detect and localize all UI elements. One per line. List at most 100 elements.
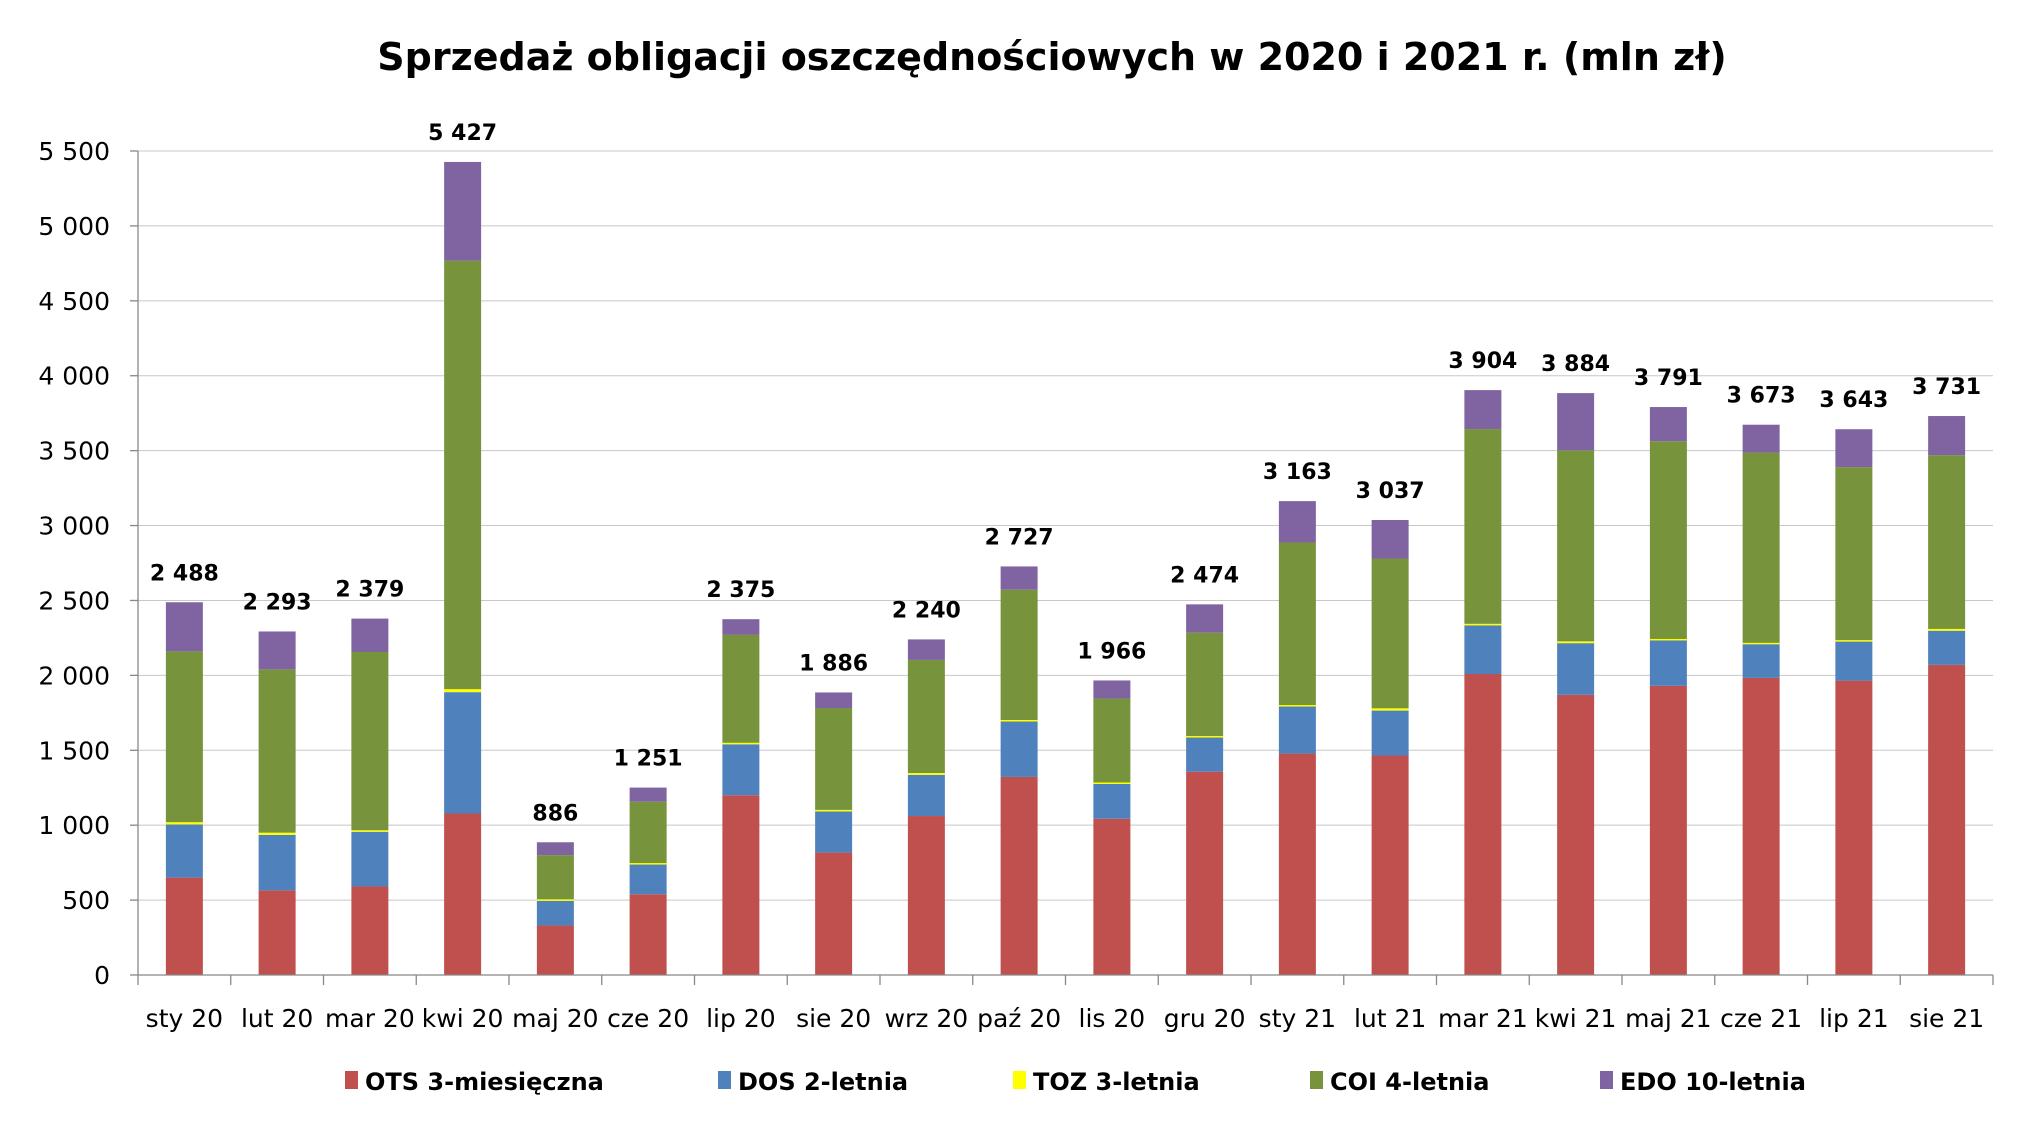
bar-segment-coi	[351, 651, 389, 831]
bar-segment-coi	[629, 801, 667, 864]
bar-segment-edo	[1000, 566, 1038, 590]
total-label: 1 251	[614, 747, 683, 772]
legend-entry: TOZ 3-letnia	[1033, 1068, 1200, 1096]
legend-entry: OTS 3-miesięczna	[365, 1068, 604, 1096]
bar-segment-dos	[1649, 639, 1687, 686]
legend-entry: EDO 10-letnia	[1620, 1068, 1806, 1096]
x-tick-label: maj 21	[1625, 1004, 1711, 1033]
bar-segment-dos	[629, 864, 667, 895]
x-tick-label: sty 20	[146, 1004, 223, 1033]
bar-segment-toz	[1093, 782, 1131, 784]
bar-segment-toz	[165, 822, 203, 825]
bar-segment-ots	[258, 890, 296, 975]
bar-segment-edo	[1557, 393, 1595, 451]
bar-segment-toz	[1464, 623, 1502, 626]
bar-segment-toz	[629, 863, 667, 865]
y-tick-label: 500	[62, 886, 110, 915]
bar-segment-coi	[1278, 542, 1316, 706]
bar-segment-edo	[1371, 520, 1409, 559]
total-label: 3 731	[1912, 375, 1981, 400]
bar-segment-dos	[907, 774, 945, 817]
legend-swatch	[1600, 1071, 1613, 1089]
bar-segment-toz	[1278, 705, 1316, 707]
total-label: 2 375	[706, 578, 775, 603]
bar-segment-toz	[907, 773, 945, 775]
total-label: 1 886	[799, 651, 868, 676]
x-tick-label: paź 20	[977, 1004, 1061, 1033]
bar-segment-coi	[907, 659, 945, 774]
bar-segment-edo	[1278, 501, 1316, 543]
bar-segment-dos	[1371, 710, 1409, 756]
bar-segment-coi	[722, 634, 760, 743]
bar-segment-ots	[1278, 753, 1316, 975]
bar-segment-dos	[1000, 721, 1038, 777]
y-tick-label: 2 000	[38, 661, 110, 690]
total-label: 3 884	[1541, 352, 1610, 377]
x-tick-label: cze 21	[1720, 1004, 1802, 1033]
data-labels: 2 488 2 293 2 379 5 427 886 1 251 2 375 1 886 2 …	[150, 121, 1981, 826]
total-label: 1 966	[1077, 639, 1146, 664]
bars	[165, 161, 1966, 975]
y-tick-label: 1 500	[38, 736, 110, 765]
total-label: 2 240	[892, 598, 961, 623]
total-label: 3 643	[1819, 388, 1888, 413]
y-tick-label: 5 500	[38, 137, 110, 166]
bar-segment-ots	[1557, 694, 1595, 975]
total-label: 886	[532, 801, 578, 826]
bar-segment-coi	[536, 855, 574, 900]
bar-segment-toz	[1186, 736, 1224, 738]
bar-segment-edo	[1093, 680, 1131, 699]
bar-segment-ots	[629, 894, 667, 975]
bar-segment-dos	[1464, 625, 1502, 675]
x-tick-label: wrz 20	[885, 1004, 969, 1033]
bar-segment-coi	[1093, 698, 1131, 783]
legend: OTS 3-miesięczna DOS 2-letnia TOZ 3-letnia…	[345, 1068, 1806, 1096]
legend-swatch	[1013, 1071, 1026, 1089]
bar-segment-edo	[1649, 407, 1687, 442]
bar-segment-coi	[1186, 632, 1224, 737]
y-tick-label: 3 000	[38, 512, 110, 541]
bar-segment-toz	[1742, 642, 1780, 645]
bar-segment-edo	[351, 618, 389, 652]
bar-segment-coi	[1835, 467, 1873, 641]
total-label: 5 427	[428, 121, 497, 146]
bar-segment-ots	[1186, 771, 1224, 975]
bar-segment-coi	[1928, 455, 1966, 629]
legend-swatch	[718, 1071, 731, 1089]
bar-segment-coi	[258, 669, 296, 833]
x-tick-label: lis 20	[1079, 1004, 1146, 1033]
bar-segment-edo	[444, 161, 482, 261]
x-tick-label: sty 21	[1259, 1004, 1336, 1033]
total-label: 2 488	[150, 561, 219, 586]
total-label: 3 163	[1263, 460, 1332, 485]
bar-segment-toz	[1000, 720, 1038, 722]
legend-entry: COI 4-letnia	[1330, 1068, 1489, 1096]
bar-segment-ots	[1371, 755, 1409, 975]
y-tick-label: 1 000	[38, 811, 110, 840]
total-label: 2 474	[1170, 563, 1239, 588]
bar-segment-toz	[536, 899, 574, 901]
bar-segment-dos	[536, 900, 574, 926]
bar-segment-dos	[1186, 737, 1224, 772]
y-tick-label: 5 000	[38, 212, 110, 241]
bar-segment-toz	[258, 832, 296, 835]
bar-segment-edo	[629, 787, 667, 802]
x-tick-label: kwi 21	[1535, 1004, 1617, 1033]
x-tick-label: gru 20	[1164, 1004, 1246, 1033]
bar-segment-ots	[1464, 674, 1502, 975]
bar-segment-ots	[1742, 677, 1780, 975]
bar-segment-toz	[1557, 641, 1595, 644]
bar-segment-edo	[907, 639, 945, 660]
bar-segment-dos	[722, 744, 760, 796]
y-tick-label: 0	[94, 961, 110, 990]
bar-segment-edo	[1464, 390, 1502, 430]
total-label: 3 904	[1448, 349, 1517, 374]
bar-segment-edo	[536, 842, 574, 856]
bar-segment-coi	[1649, 441, 1687, 639]
bar-segment-dos	[351, 831, 389, 887]
legend-swatch	[1310, 1071, 1323, 1089]
bar-segment-edo	[1928, 416, 1966, 456]
bar-segment-dos	[165, 824, 203, 878]
bar-segment-ots	[722, 795, 760, 975]
x-tick-label: sie 21	[1909, 1004, 1984, 1033]
